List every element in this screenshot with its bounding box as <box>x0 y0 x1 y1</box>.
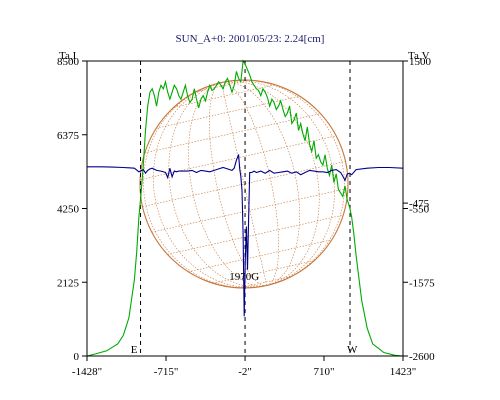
limb-marker-label: E <box>131 344 138 356</box>
right-axis-label: Ta,V <box>408 50 430 62</box>
left-axis-label: Ta,I <box>59 50 77 62</box>
series-line-V <box>87 154 404 317</box>
solar-disk-grid <box>139 79 349 289</box>
left-tick-label: 0 <box>74 351 80 363</box>
chart-marks: E W 1970G <box>86 59 404 357</box>
source-label: 1970G <box>229 271 259 283</box>
right-tick-label: -550 <box>409 204 430 216</box>
solar-longitude-line <box>221 82 280 286</box>
right-tick-label: -2600 <box>409 351 435 363</box>
solar-longitude-line <box>143 82 267 289</box>
solar-latitude-line <box>151 188 348 233</box>
left-tick-label: 8500 <box>57 56 80 68</box>
solar-latitude-line <box>212 260 315 284</box>
right-tick-label: 1500 <box>409 56 432 68</box>
solar-latitude-line <box>142 161 346 207</box>
left-tick-label: 2125 <box>57 277 80 289</box>
series-line-I <box>86 59 404 357</box>
x-tick-label: -715" <box>154 366 179 378</box>
solar-longitude-line <box>188 82 267 287</box>
x-tick-label: -2" <box>238 366 252 378</box>
solar-longitude-line <box>221 81 300 286</box>
right-tick-label: -475 <box>409 198 430 210</box>
chart-title: SUN_A+0: 2001/05/23: 2.24[cm] <box>176 33 325 45</box>
x-tick-label: -1428" <box>72 366 102 378</box>
x-tick-label: 1423" <box>390 366 417 378</box>
solar-latitude-line <box>140 135 337 180</box>
solar-latitude-line <box>156 95 300 129</box>
solar-latitude-line <box>188 239 332 273</box>
solar-longitude-line <box>221 81 320 286</box>
left-tick-label: 6375 <box>57 130 80 142</box>
limb-marker-label: W <box>347 344 358 356</box>
left-tick-label: 4250 <box>57 204 80 216</box>
solar-longitude-line <box>221 79 345 286</box>
right-tick-label: -1575 <box>409 277 435 289</box>
x-tick-label: 710" <box>313 366 334 378</box>
axes: 0 2125 4250 6375 8500 -2600 -1575 -550-475 1500 -… <box>57 56 435 378</box>
solar-longitude-line <box>168 82 267 287</box>
solar-latitude-line <box>173 84 276 108</box>
solar-longitude-line <box>208 82 267 286</box>
